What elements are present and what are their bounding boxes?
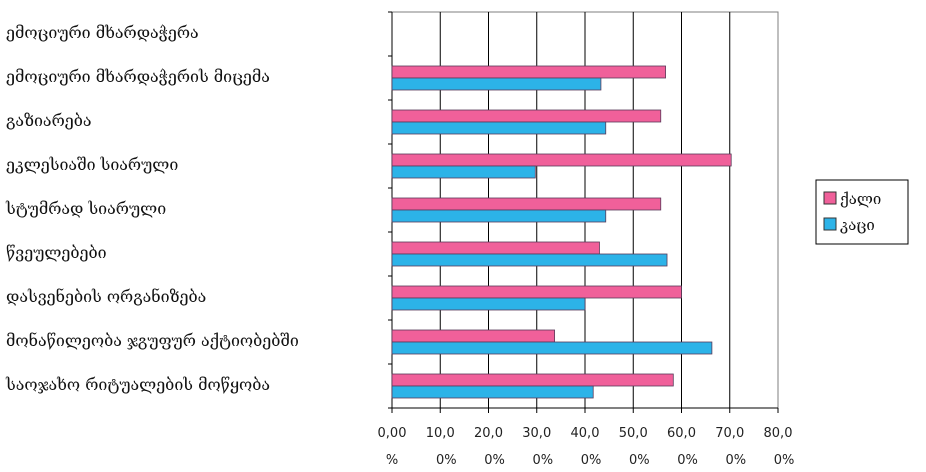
bar-female-7: [391, 329, 556, 343]
x-tick-label: 20,0: [474, 426, 503, 441]
legend-box: [815, 179, 909, 245]
x-tick-label-unit: 0%: [774, 453, 795, 468]
x-tick-label-unit: %: [386, 453, 398, 468]
category-label: გაზიარება: [6, 111, 92, 130]
bar-male-6: [391, 297, 586, 311]
legend-label: კაცი: [840, 216, 875, 234]
x-tick-label-unit: 0%: [677, 453, 698, 468]
category-label: დასვენების ორგანიზება: [6, 287, 206, 306]
x-tick-label-unit: 0%: [436, 453, 457, 468]
category-label: წვეულებები: [6, 243, 107, 262]
x-tick-label: 40,0: [571, 426, 600, 441]
bar-male-3: [391, 165, 536, 179]
x-tick-label-unit: 0%: [484, 453, 505, 468]
category-label: ეკლესიაში სიარული: [6, 155, 178, 174]
bar-female-5: [391, 241, 600, 255]
category-label: ემოციური მხარდაჭერა: [6, 23, 199, 42]
bar-female-6: [391, 285, 682, 299]
bar-male-5: [391, 253, 668, 267]
x-tick-label: 0,00: [378, 426, 407, 441]
bar-female-1: [391, 65, 666, 79]
legend-label: ქალი: [840, 190, 881, 208]
bar-female-8: [391, 373, 674, 387]
bar-male-7: [391, 341, 713, 355]
plot-area: [388, 11, 779, 409]
bar-female-3: [391, 153, 732, 167]
x-tick-label: 60,0: [667, 426, 696, 441]
x-tick-label-unit: 0%: [532, 453, 553, 468]
x-tick-label: 10,0: [426, 426, 455, 441]
x-axis: 0,00% 10,0 0% 20,0 0% 30,0 0% 40,0 0% 50,0 0% 60,0 0…: [378, 407, 795, 468]
bar-male-1: [391, 77, 602, 91]
x-tick-label-unit: 0%: [629, 453, 650, 468]
legend-swatch: [823, 191, 837, 205]
x-tick-label: 70,0: [715, 426, 744, 441]
legend: ქალი კაცი: [815, 179, 909, 245]
bar-male-8: [391, 385, 594, 399]
bar-female-4: [391, 197, 662, 211]
category-label: მონაწილეობა ჯგუფურ აქტიობებში: [6, 331, 299, 350]
x-tick-label: 80,0: [764, 426, 793, 441]
x-tick-label: 50,0: [619, 426, 648, 441]
category-labels: ემოციური მხარდაჭერა ემოციური მხარდაჭერის …: [5, 23, 299, 394]
legend-swatch: [823, 217, 837, 231]
x-tick-label: 30,0: [522, 426, 551, 441]
bar-male-4: [391, 209, 607, 223]
x-tick-label-unit: 0%: [581, 453, 602, 468]
category-label: საოჯახო რიტუალების მოწყობა: [5, 375, 270, 394]
bar-female-2: [391, 109, 662, 123]
category-label: ემოციური მხარდაჭერის მიცემა: [6, 67, 270, 86]
category-label: სტუმრად სიარული: [5, 199, 166, 218]
bar-male-2: [391, 121, 607, 135]
x-tick-label-unit: 0%: [725, 453, 746, 468]
